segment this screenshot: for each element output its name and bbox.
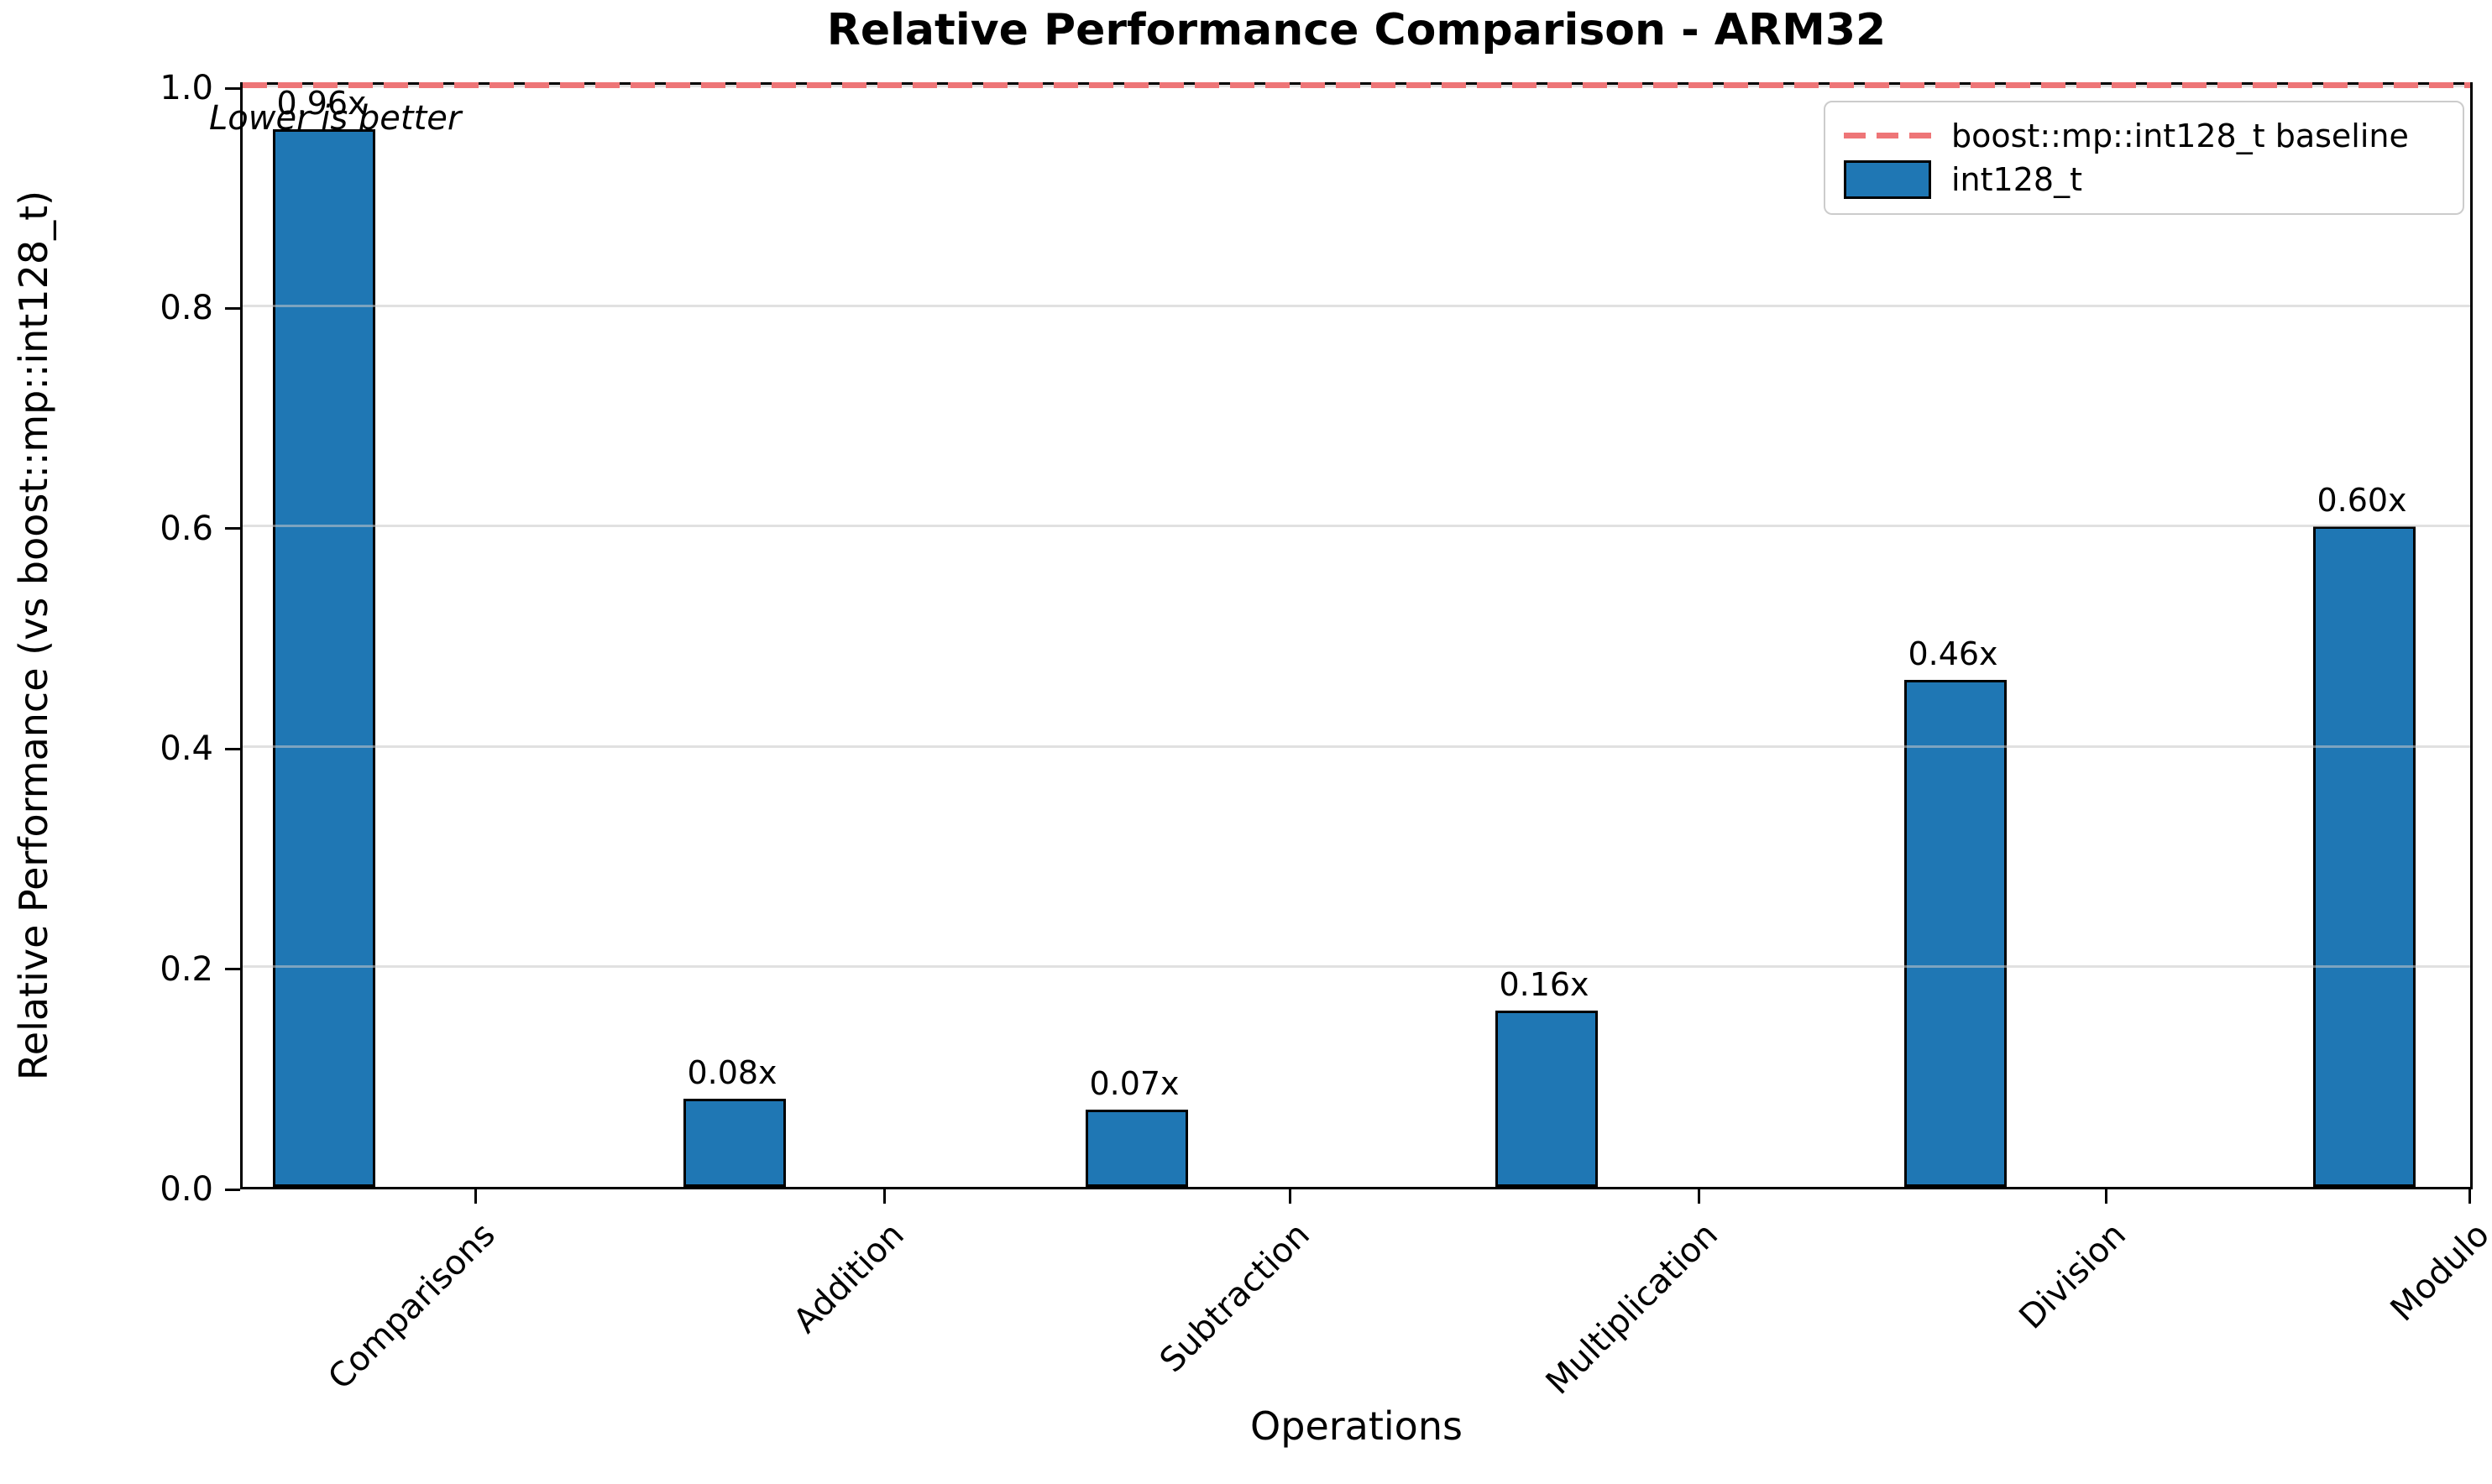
x-tick-label-multiplication: Multiplication xyxy=(1539,1215,1726,1403)
y-tick-label: 0.0 xyxy=(160,1170,213,1209)
y-tick-label: 1.0 xyxy=(160,69,213,107)
bar-value-label: 0.16x xyxy=(1499,966,1589,1004)
x-tick-mark xyxy=(1697,1189,1700,1204)
gridline xyxy=(243,525,2470,528)
bar-value-label: 0.08x xyxy=(687,1054,777,1092)
y-tick-mark xyxy=(225,747,240,750)
x-tick-label-addition: Addition xyxy=(786,1215,912,1341)
x-tick-label-comparisons: Comparisons xyxy=(320,1215,503,1398)
bar-value-label: 0.96x xyxy=(276,85,367,123)
x-axis-label: Operations xyxy=(1250,1403,1463,1449)
series-color-patch-icon xyxy=(1844,159,1931,199)
legend-row-series: int128_t xyxy=(1844,159,2444,199)
bar-comparisons xyxy=(273,129,375,1187)
y-tick-label: 0.4 xyxy=(160,729,213,769)
y-tick-mark xyxy=(225,306,240,310)
y-tick-label: 0.2 xyxy=(160,949,213,989)
x-tick-mark xyxy=(882,1189,886,1204)
y-tick-mark xyxy=(225,968,240,971)
x-tick-label-subtraction: Subtraction xyxy=(1152,1215,1317,1381)
y-axis-label: Relative Performance (vs boost::mp::int1… xyxy=(11,190,56,1081)
lower-is-better-annotation: Lower is better xyxy=(209,99,462,138)
bar-modulo xyxy=(2313,526,2416,1187)
x-tick-label-division: Division xyxy=(2011,1215,2133,1337)
x-tick-label-modulo: Modulo xyxy=(2383,1215,2492,1330)
bar-division xyxy=(1904,680,2007,1187)
baseline-dashed-line xyxy=(243,82,2470,88)
plot-area xyxy=(240,82,2473,1189)
x-tick-mark xyxy=(1288,1189,1291,1204)
y-tick-mark xyxy=(225,1188,240,1191)
x-tick-mark xyxy=(2104,1189,2107,1204)
gridline xyxy=(243,965,2470,969)
chart-title: Relative Performance Comparison - ARM32 xyxy=(826,5,1887,55)
bar-multiplication xyxy=(1495,1011,1598,1187)
bar-addition xyxy=(683,1099,786,1187)
bar-value-label: 0.07x xyxy=(1089,1065,1180,1103)
gridline xyxy=(243,304,2470,307)
y-tick-mark xyxy=(225,86,240,90)
y-tick-label: 0.8 xyxy=(160,289,213,328)
legend-series-label: int128_t xyxy=(1951,160,2082,198)
y-tick-mark xyxy=(225,527,240,530)
bar-value-label: 0.46x xyxy=(1908,635,1998,673)
bar-value-label: 0.60x xyxy=(2317,481,2407,519)
gridline xyxy=(243,745,2470,748)
legend-row-baseline: boost::mp::int128_t baseline xyxy=(1844,118,2444,154)
x-tick-mark xyxy=(2468,1189,2471,1204)
legend-baseline-label: boost::mp::int128_t baseline xyxy=(1951,117,2409,154)
baseline-dashed-line-icon xyxy=(1844,133,1931,138)
x-tick-mark xyxy=(474,1189,477,1204)
y-tick-label: 0.6 xyxy=(160,509,213,548)
legend: boost::mp::int128_t baseline int128_t xyxy=(1824,101,2464,215)
bar-subtraction xyxy=(1086,1110,1188,1187)
